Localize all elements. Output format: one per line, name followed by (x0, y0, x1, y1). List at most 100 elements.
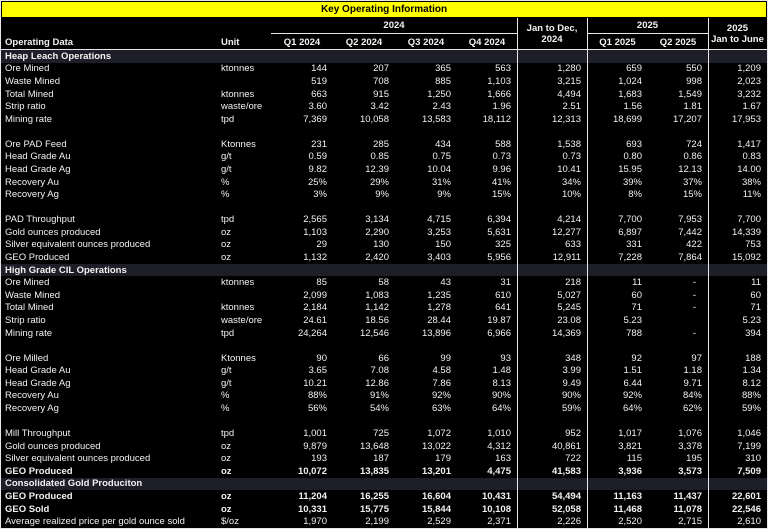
cell-value: 7,199 (737, 440, 761, 452)
cell-value: 2,199 (365, 516, 389, 528)
row-unit: waste/ore (221, 101, 263, 113)
cell-value: 1,017 (618, 428, 642, 440)
cell-value: 195 (686, 453, 702, 465)
cell-value: 788 (626, 327, 642, 339)
table-row: Waste Mined 2,099 1,083 1,235 610 5,027 60 - 60 (1, 289, 767, 302)
row-label: Total Mined (5, 88, 54, 100)
cell-value: 1,010 (487, 428, 511, 440)
cell-value: 1,072 (427, 428, 451, 440)
cell-value: 0.75 (432, 151, 452, 163)
row-unit: ktonnes (221, 277, 255, 289)
row-unit: oz (221, 491, 232, 503)
cell-value: 5.23 (742, 314, 762, 326)
cell-value: 8% (628, 189, 642, 201)
cell-value: 14,339 (731, 226, 761, 238)
table-row: Strip ratio waste/ore 24.61 18.56 28.44 19.87… (1, 314, 767, 327)
cell-value: 285 (373, 138, 389, 150)
row-unit: % (221, 402, 230, 414)
cell-value: 3% (313, 189, 327, 201)
cell-value: 22,601 (731, 491, 761, 503)
cell-value: 5,631 (487, 226, 511, 238)
cell-value: 588 (495, 138, 511, 150)
table-body: Heap Leach Operations Ore Mined ktonnes 144… (1, 50, 767, 528)
row-unit: Ktonnes (221, 352, 256, 364)
cell-value: 663 (311, 88, 327, 100)
cell-value: 7,700 (618, 214, 642, 226)
table-row: GEO Produced oz 11,204 16,255 16,604 10,431 54… (1, 490, 767, 503)
table-row: Recovery Au% 88% 91% 92% 90% 90% 92% 84% 88% (1, 390, 767, 403)
cell-value: 24,264 (297, 327, 327, 339)
cell-value: 71 (750, 302, 761, 314)
cell-value: 13,896 (421, 327, 451, 339)
cell-value: 2,371 (487, 516, 511, 528)
row-unit: Ktonnes (221, 138, 256, 150)
cell-value: 15% (491, 189, 511, 201)
cell-value: 56% (307, 402, 327, 414)
row-label: PAD Throughput (5, 214, 75, 226)
row-label: Silver equivalent ounces produced (5, 239, 151, 251)
cell-value: 952 (565, 428, 581, 440)
cell-value: 1.18 (683, 365, 703, 377)
cell-value: 93 (500, 352, 511, 364)
cell-value: 24.61 (303, 314, 327, 326)
cell-value: 150 (435, 239, 451, 251)
table-row: GEO Produced oz 10,072 13,835 13,201 4,475 41,… (1, 465, 767, 478)
col-header-jan-to-june-line1: 2025 (726, 22, 749, 34)
col-header-jan-to-dec-line1: Jan to Dec, (526, 22, 578, 34)
cell-value: 633 (565, 239, 581, 251)
cell-value: 3,573 (678, 465, 702, 477)
spacer-row (1, 339, 767, 352)
row-label: Strip ratio (5, 101, 46, 113)
cell-value: 8.12 (742, 377, 762, 389)
cell-value: 1,970 (303, 516, 327, 528)
cell-value: 99 (440, 352, 451, 364)
cell-value: 43 (440, 277, 451, 289)
row-label: Ore Mined (5, 277, 50, 289)
cell-value: 2,023 (737, 75, 761, 87)
cell-value: 365 (435, 63, 451, 75)
cell-value: 15,092 (731, 252, 761, 264)
row-unit: oz (221, 453, 232, 465)
row-unit: tpd (221, 113, 235, 125)
row-unit: % (221, 189, 230, 201)
table-row: Recovery Ag% 3% 9% 9% 15% 10% 8% 15% 11% (1, 188, 767, 201)
cell-value: 38% (741, 176, 761, 188)
cell-value: 130 (373, 239, 389, 251)
cell-value: - (692, 327, 696, 339)
cell-value: 207 (373, 63, 389, 75)
cell-value: 2,184 (303, 302, 327, 314)
row-label: Gold ounces produced (5, 226, 101, 238)
cell-value: 13,648 (359, 440, 389, 452)
cell-value: 64% (622, 402, 642, 414)
cell-value: 2,290 (365, 226, 389, 238)
cell-value: 25% (307, 176, 327, 188)
cell-value: 12,313 (551, 113, 581, 125)
cell-value: 10,108 (481, 503, 511, 515)
cell-value: 92 (631, 352, 642, 364)
cell-value: 7,953 (678, 214, 702, 226)
cell-value: 179 (435, 453, 451, 465)
cell-value: 1,142 (365, 302, 389, 314)
cell-value: 1,024 (618, 75, 642, 87)
cell-value: 10,072 (297, 465, 327, 477)
cell-value: 422 (686, 239, 702, 251)
cell-value: 610 (495, 289, 511, 301)
cell-value: 394 (745, 327, 761, 339)
table-row: Recovery Au% 25% 29% 31% 41% 34% 39% 37% 38% (1, 176, 767, 189)
row-unit: oz (221, 252, 232, 264)
col-header-operating-data: Operating Data (5, 37, 74, 48)
col-group-2025: 2025 (587, 18, 708, 34)
cell-value: 18,699 (612, 113, 642, 125)
cell-value: 28.44 (427, 314, 451, 326)
cell-value: 519 (311, 75, 327, 87)
row-unit: ktonnes (221, 302, 255, 314)
table-row: Ore Mined ktonnes 144 207 365 563 1,280 659 550 1… (1, 63, 767, 76)
cell-value: 1,280 (557, 63, 581, 75)
cell-value: 62% (682, 402, 702, 414)
cell-value: 13,835 (359, 465, 389, 477)
cell-value: 12,911 (552, 252, 581, 264)
cell-value: 9.96 (492, 163, 512, 175)
cell-value: 11,163 (613, 491, 642, 503)
cell-value: 11 (632, 277, 642, 289)
cell-value: 550 (686, 63, 702, 75)
